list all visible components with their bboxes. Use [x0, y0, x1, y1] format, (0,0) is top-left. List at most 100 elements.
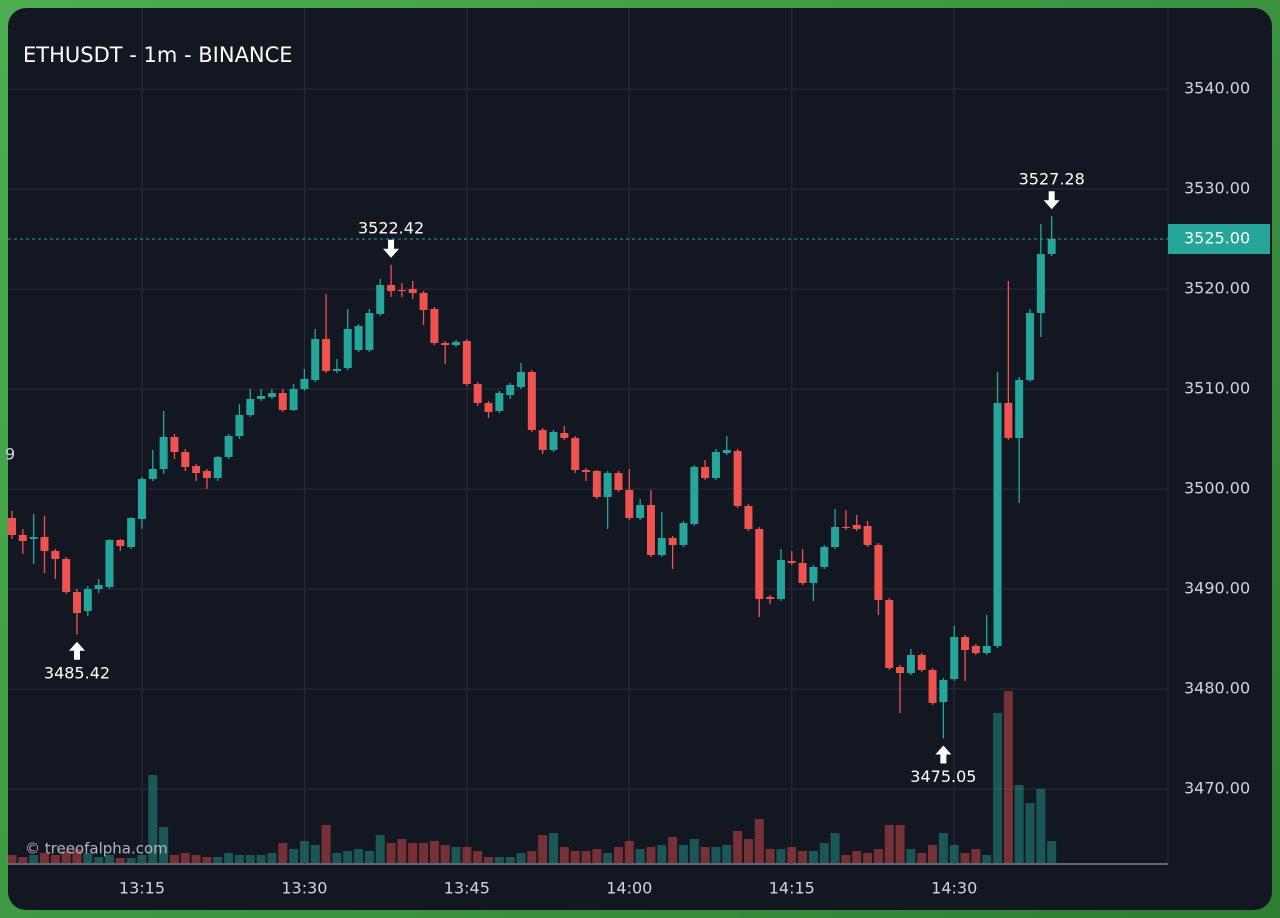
volume-bar: [126, 858, 136, 863]
candle-body: [408, 289, 417, 293]
y-tick-label: 3520.00: [1184, 279, 1250, 298]
volume-bar: [256, 855, 266, 863]
volume-bar: [484, 857, 494, 863]
volume-bar: [581, 851, 591, 863]
candle-body: [40, 537, 49, 551]
volume-bar: [852, 851, 862, 863]
candle-body: [419, 293, 428, 310]
volume-bar: [906, 849, 916, 863]
volume-bar: [148, 775, 158, 863]
volume-bar: [830, 833, 840, 863]
candle-body: [603, 473, 612, 497]
candle-body: [441, 343, 450, 345]
volume-bar: [570, 851, 580, 863]
candle-body: [365, 313, 374, 350]
volume-bar: [180, 853, 190, 863]
candle-body: [506, 385, 515, 395]
candle-body: [1015, 380, 1024, 438]
candle-body: [581, 470, 590, 472]
candle-body: [896, 667, 905, 673]
y-tick-label: 3530.00: [1184, 179, 1250, 198]
candle-body: [300, 379, 309, 389]
candle-body: [257, 396, 266, 399]
y-tick-label: 3500.00: [1184, 479, 1250, 498]
candle-body: [376, 285, 385, 314]
candle-body: [484, 403, 493, 412]
x-tick-label: 13:45: [444, 879, 490, 898]
candle-body: [971, 646, 980, 653]
candle-body: [495, 393, 504, 411]
volume-bar: [808, 851, 818, 863]
candle-body: [289, 389, 298, 410]
volume-bar: [429, 841, 439, 863]
volume-bar: [538, 835, 548, 863]
x-tick-label: 13:30: [281, 879, 327, 898]
volume-bar: [7, 855, 17, 863]
volume-bar: [971, 849, 981, 863]
candle-body: [387, 285, 396, 291]
volume-bar: [603, 853, 613, 863]
low-arrow: [68, 641, 85, 660]
candle-body: [636, 505, 645, 518]
candle-body: [657, 538, 666, 555]
volume-bar: [863, 853, 873, 863]
candle-body: [62, 559, 71, 592]
volume-bar: [733, 831, 743, 863]
volume-bar: [83, 853, 93, 863]
y-tick-label: 3470.00: [1184, 779, 1250, 798]
volume-bar: [635, 849, 645, 863]
volume-bar: [613, 847, 623, 863]
volume-bar: [549, 833, 558, 863]
volume-bar: [462, 847, 472, 863]
volume-bar: [873, 849, 883, 863]
volume-bar: [364, 851, 374, 863]
candle-body: [278, 393, 287, 410]
low-label: 3485.42: [44, 663, 110, 682]
volume-bar: [754, 819, 764, 863]
candle-body: [766, 597, 775, 599]
volume-bar: [39, 853, 49, 863]
volume-bar: [722, 845, 732, 863]
candle-body: [213, 457, 222, 478]
candle-body: [192, 466, 201, 473]
overlay: 3525.00 3522.42 3527.28 3485.42 3475.05: [8, 170, 1270, 786]
candle-body: [83, 589, 92, 611]
candle-body: [181, 452, 190, 467]
volume-bar: [299, 841, 309, 863]
volume-bar: [505, 857, 515, 863]
volume-bar: [115, 858, 125, 863]
candle-body: [939, 680, 948, 702]
volume-bar: [668, 837, 678, 863]
candle-body: [1004, 403, 1013, 438]
volume-bar: [310, 845, 320, 863]
volume-bar: [159, 827, 169, 863]
volume-bar: [798, 851, 808, 863]
candle-body: [993, 403, 1002, 646]
volume-bar: [451, 847, 461, 863]
candle-body: [322, 339, 331, 371]
candle-body: [776, 560, 785, 599]
volume-bar: [1014, 785, 1024, 863]
candle-body: [105, 540, 114, 587]
chart-title: ETHUSDT - 1m - BINANCE: [23, 43, 293, 67]
candle-body: [646, 505, 655, 555]
volume-bar: [678, 845, 688, 863]
candle-body: [787, 561, 796, 563]
y-tick-label: 3510.00: [1184, 379, 1250, 398]
volume-bar: [289, 849, 299, 863]
candle-body: [29, 537, 38, 539]
candle-body: [430, 309, 439, 343]
candle-body: [72, 592, 81, 613]
volume-bar: [1025, 803, 1035, 863]
candle-body: [809, 567, 818, 583]
volume-bar: [278, 843, 288, 863]
candle-body: [267, 393, 276, 397]
candle-body: [982, 646, 991, 653]
volume-bar: [408, 843, 418, 863]
candle-body: [18, 535, 27, 541]
candle-body: [831, 527, 840, 547]
candles: [8, 216, 1056, 739]
candle-body: [852, 525, 861, 529]
candle-body: [733, 451, 742, 506]
candle-body: [906, 655, 915, 673]
